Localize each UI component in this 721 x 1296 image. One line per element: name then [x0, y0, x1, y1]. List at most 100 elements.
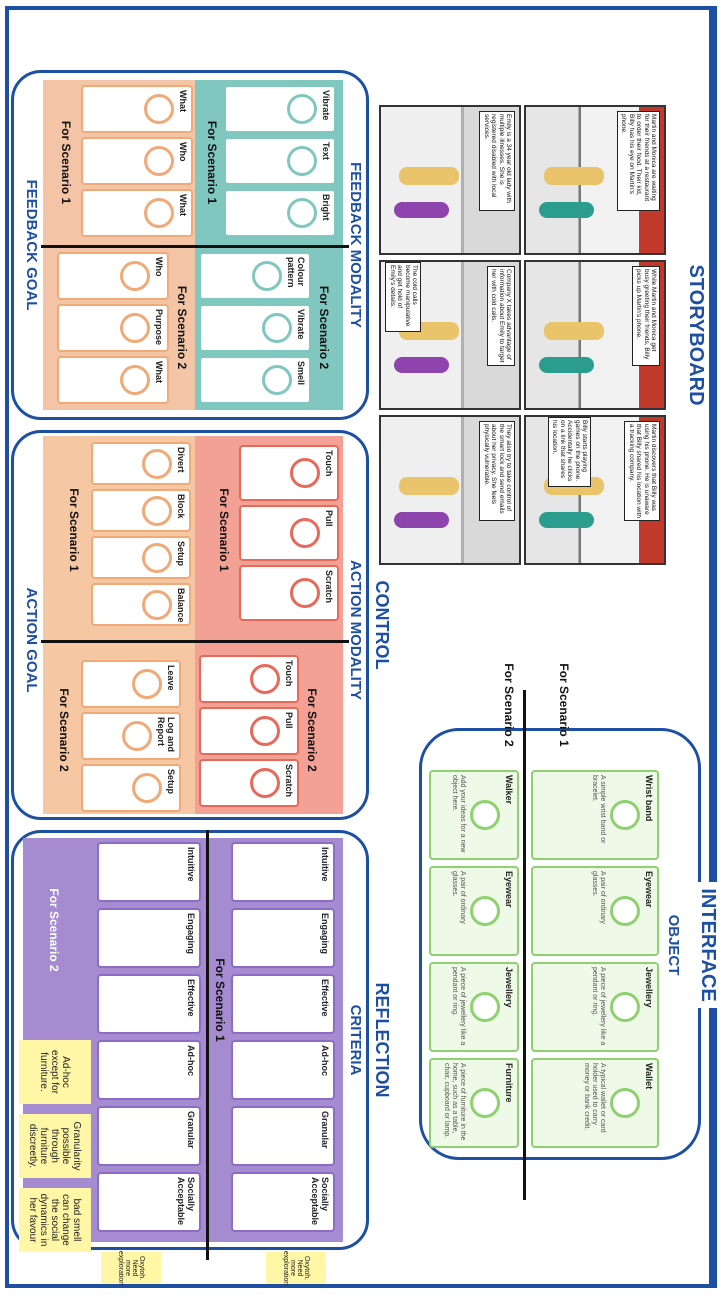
- card-icon: [142, 448, 172, 479]
- card: Who: [57, 252, 169, 300]
- divider: [523, 690, 526, 1200]
- card-name: Pull: [324, 510, 334, 527]
- comic-caption: Company X takes advantage of information…: [486, 266, 515, 366]
- card-name: Scratch: [284, 764, 294, 798]
- card-desc: A piece of jewellery like a pendant or r…: [450, 967, 466, 1046]
- card: Intuitive: [97, 842, 201, 902]
- card-icon: [142, 589, 172, 620]
- card-name: Block: [176, 494, 186, 519]
- card-icon: [290, 578, 320, 608]
- card-desc: A typical wallet or card holder used to …: [582, 1063, 606, 1133]
- comic-frame: They also try to take control of the sma…: [379, 415, 521, 565]
- card: Purpose: [57, 304, 169, 352]
- card-name: Effective: [320, 979, 330, 1017]
- card-desc: A simple wrist band or bracelet.: [590, 775, 606, 844]
- card-icon: [252, 261, 282, 291]
- title-text: ACTION MODALITY: [347, 554, 365, 706]
- card: What: [57, 356, 169, 404]
- card-icon: [250, 768, 280, 798]
- card: Pull: [239, 505, 339, 561]
- card-name: Jewellery: [644, 967, 654, 1008]
- card-icon: [120, 313, 150, 343]
- card: Touch: [199, 655, 299, 703]
- card: Wrist band A simple wrist band or bracele…: [531, 770, 659, 860]
- card-name: Ad-hoc: [186, 1045, 196, 1076]
- card: Vibrate: [224, 85, 336, 133]
- card-name: Jewellery: [504, 967, 514, 1008]
- card: Socially Acceptable: [97, 1172, 201, 1232]
- comic-caption: Martin and Monica are waiting for their …: [616, 111, 660, 211]
- card: Walker Add your ideas for a new object he…: [429, 770, 519, 860]
- card: Leave: [81, 660, 181, 708]
- card: Colour pattern: [199, 252, 311, 300]
- section-title: FEEDBACK GOAL: [20, 95, 41, 395]
- title-text: FEEDBACK GOAL: [23, 173, 41, 317]
- section-title: ACTION GOAL: [20, 490, 41, 790]
- card-icon: [287, 198, 317, 228]
- scenario-label: For Scenario 1: [59, 120, 73, 205]
- card-icon: [144, 94, 174, 124]
- divider: [41, 245, 349, 248]
- card-icon: [262, 313, 292, 343]
- comic-caption: Martin discovers that Billy was using hi…: [624, 421, 660, 521]
- scenario-label: For Scenario 2: [175, 285, 189, 370]
- card-name: Ad-hoc: [320, 1045, 330, 1076]
- comic-figure: [399, 477, 459, 495]
- scenario-label: For Scenario 2: [502, 663, 516, 747]
- card-name: Engaging: [186, 913, 196, 954]
- card-name: Engaging: [320, 913, 330, 954]
- card-icon: [470, 896, 500, 926]
- card-icon: [142, 495, 172, 526]
- card-icon: [290, 518, 320, 548]
- card-icon: [470, 1088, 500, 1118]
- title-text: FEEDBACK MODALITY: [347, 156, 365, 334]
- card-name: Eyewear: [504, 871, 514, 908]
- scenario-label: For Scenario 1: [557, 663, 571, 747]
- card-icon: [470, 992, 500, 1022]
- card: Touch: [239, 445, 339, 501]
- card: Scratch: [199, 759, 299, 807]
- scenario-label: For Scenario 1: [217, 488, 231, 572]
- card: What: [81, 85, 193, 133]
- card-icon: [120, 365, 150, 395]
- title-text: STORYBOARD: [685, 258, 707, 412]
- card-icon: [610, 992, 640, 1022]
- card-icon: [262, 365, 292, 395]
- comic-frame: Martin discovers that Billy was using hi…: [524, 415, 666, 565]
- scenario-label: For Scenario 1: [205, 120, 219, 205]
- scenario-label: For Scenario 1: [67, 488, 81, 572]
- section-title: CONTROL: [368, 475, 392, 775]
- card-name: Intuitive: [320, 847, 330, 882]
- card-name: Effective: [186, 979, 196, 1017]
- card-name: Bright: [321, 194, 331, 221]
- title-text: OBJECT: [665, 908, 683, 982]
- card-desc: A pair of ordinary glasses.: [590, 871, 606, 924]
- card: Scratch: [239, 565, 339, 621]
- card-icon: [120, 261, 150, 291]
- section-title: OBJECT: [662, 795, 683, 1095]
- card-icon: [132, 773, 162, 803]
- comic-frame: Emily is a 34 year old lady with multipl…: [379, 105, 521, 255]
- card: Block: [91, 489, 191, 532]
- card-desc: A piece of jewellery like a pendant or r…: [590, 967, 606, 1046]
- card-name: What: [178, 90, 188, 112]
- comic-figure: [544, 322, 604, 340]
- card-name: Wallet: [644, 1063, 654, 1090]
- card: Effective: [97, 974, 201, 1034]
- comic-figure: [394, 357, 449, 373]
- card-name: Smell: [296, 361, 306, 386]
- card-name: Socially Acceptable: [310, 1177, 330, 1226]
- card: Log and Report: [81, 712, 181, 760]
- title-text: CONTROL: [372, 574, 392, 676]
- section-title: CRITERIA: [344, 890, 365, 1190]
- card: Who: [81, 137, 193, 185]
- card-name: Log and Report: [156, 717, 176, 752]
- card-name: Who: [154, 257, 164, 277]
- comic-figure: [394, 512, 449, 528]
- divider: [206, 830, 209, 1260]
- comic-caption: They also try to take control of the sma…: [479, 421, 515, 521]
- scenario-label: For Scenario 2: [47, 888, 61, 972]
- card-icon: [290, 458, 320, 488]
- card-name: Setup: [176, 541, 186, 567]
- comic-figure: [394, 202, 449, 218]
